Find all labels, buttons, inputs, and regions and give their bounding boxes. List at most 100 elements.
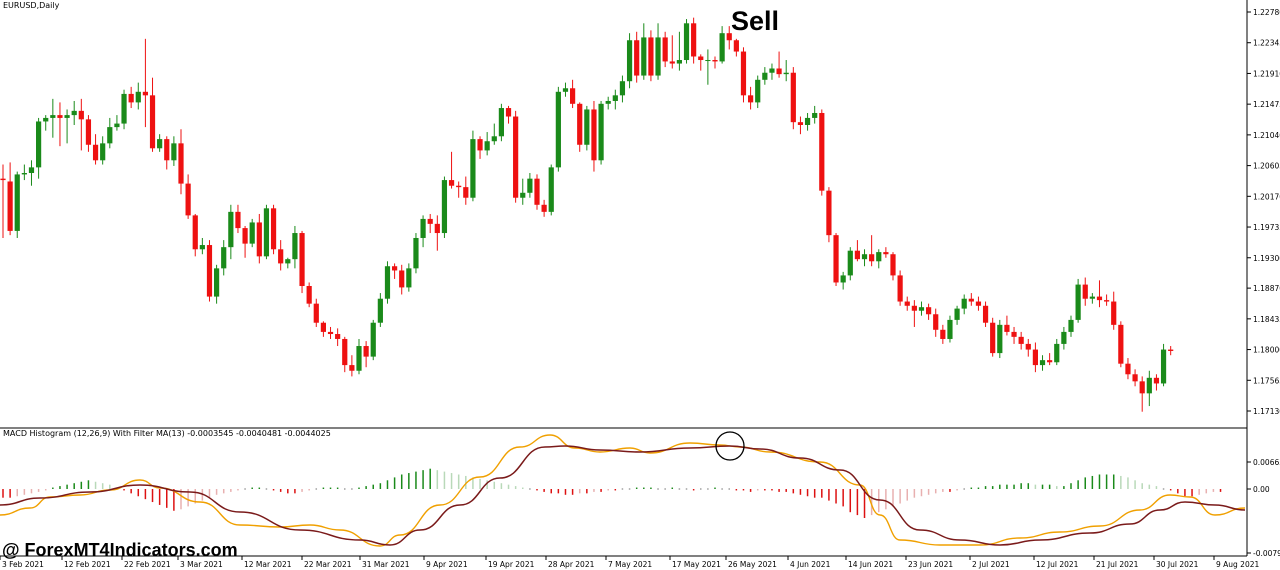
candle[interactable] (342, 336, 348, 373)
candle[interactable] (641, 23, 647, 80)
candle[interactable] (676, 31, 682, 71)
candle[interactable] (456, 181, 462, 198)
candle[interactable] (377, 293, 383, 327)
candle[interactable] (605, 96, 611, 110)
candle[interactable] (1032, 342, 1038, 373)
candle[interactable] (1118, 321, 1124, 368)
candle[interactable] (1082, 277, 1088, 306)
candle[interactable] (1047, 353, 1053, 366)
candle[interactable] (1132, 369, 1138, 387)
candle[interactable] (14, 171, 20, 238)
candle[interactable] (1054, 338, 1060, 366)
candle[interactable] (513, 110, 519, 203)
candle[interactable] (918, 301, 925, 316)
candle[interactable] (28, 160, 35, 186)
candle[interactable] (484, 132, 490, 156)
candle[interactable] (883, 247, 889, 258)
candle[interactable] (327, 326, 334, 339)
candle[interactable] (804, 112, 811, 131)
candle[interactable] (619, 75, 626, 103)
candle[interactable] (320, 321, 326, 337)
candle[interactable] (847, 247, 853, 281)
candle[interactable] (1061, 326, 1067, 350)
candle[interactable] (833, 233, 839, 287)
candle[interactable] (135, 82, 141, 110)
candle[interactable] (662, 31, 668, 68)
candle[interactable] (940, 324, 946, 344)
candle[interactable] (634, 31, 640, 83)
candle[interactable] (584, 105, 590, 151)
candle[interactable] (1153, 374, 1160, 391)
candle[interactable] (555, 86, 561, 172)
candle[interactable] (71, 100, 77, 125)
candle[interactable] (570, 79, 576, 109)
candle[interactable] (491, 123, 497, 145)
candle[interactable] (335, 328, 341, 347)
candle[interactable] (36, 117, 42, 179)
candle[interactable] (854, 240, 860, 262)
candle[interactable] (441, 176, 448, 238)
candle[interactable] (21, 164, 27, 181)
candle[interactable] (876, 249, 882, 269)
candle[interactable] (669, 35, 675, 69)
candle[interactable] (1125, 358, 1131, 380)
candle[interactable] (947, 315, 953, 343)
candle[interactable] (534, 174, 540, 210)
candle[interactable] (263, 204, 270, 260)
candle[interactable] (733, 38, 739, 57)
candle[interactable] (0, 164, 6, 238)
candle[interactable] (285, 257, 291, 269)
candle[interactable] (7, 162, 13, 236)
candle[interactable] (691, 17, 697, 64)
candle[interactable] (705, 49, 711, 85)
candle[interactable] (1168, 346, 1174, 356)
candle[interactable] (926, 303, 932, 320)
candle[interactable] (43, 115, 49, 131)
candle[interactable] (904, 296, 910, 311)
candle[interactable] (598, 100, 604, 165)
candle[interactable] (392, 263, 398, 279)
candle[interactable] (776, 51, 782, 78)
candle[interactable] (548, 164, 554, 216)
candle[interactable] (235, 204, 241, 234)
candle[interactable] (562, 82, 569, 97)
candle[interactable] (975, 296, 982, 311)
candle[interactable] (192, 213, 198, 257)
candle[interactable] (477, 136, 483, 159)
candle[interactable] (626, 33, 633, 89)
candle[interactable] (1018, 331, 1024, 350)
candle[interactable] (982, 301, 989, 327)
candle[interactable] (171, 136, 177, 166)
candle[interactable] (819, 109, 825, 196)
candle[interactable] (698, 54, 704, 71)
candle[interactable] (142, 38, 148, 128)
candle[interactable] (149, 77, 156, 152)
candle[interactable] (990, 317, 996, 357)
candle[interactable] (740, 47, 747, 103)
candle[interactable] (100, 136, 106, 165)
candle[interactable] (577, 102, 583, 152)
candle[interactable] (591, 100, 597, 172)
candle[interactable] (797, 116, 804, 135)
candle[interactable] (206, 240, 213, 302)
candle[interactable] (826, 187, 832, 243)
candle[interactable] (306, 282, 312, 308)
candle[interactable] (157, 134, 163, 152)
candle[interactable] (164, 136, 170, 170)
candle[interactable] (1104, 294, 1110, 306)
candle[interactable] (719, 26, 725, 64)
candle[interactable] (185, 174, 191, 219)
candle[interactable] (434, 215, 440, 251)
candle[interactable] (292, 225, 298, 269)
candle[interactable] (78, 98, 84, 151)
candle[interactable] (85, 115, 92, 152)
candle[interactable] (349, 355, 355, 377)
candle[interactable] (299, 230, 305, 294)
candle[interactable] (861, 249, 868, 267)
candle[interactable] (1139, 376, 1145, 412)
candle[interactable] (356, 338, 362, 375)
candle[interactable] (363, 341, 369, 368)
candle[interactable] (1075, 278, 1081, 323)
candle[interactable] (1039, 355, 1046, 371)
candle[interactable] (64, 109, 70, 144)
